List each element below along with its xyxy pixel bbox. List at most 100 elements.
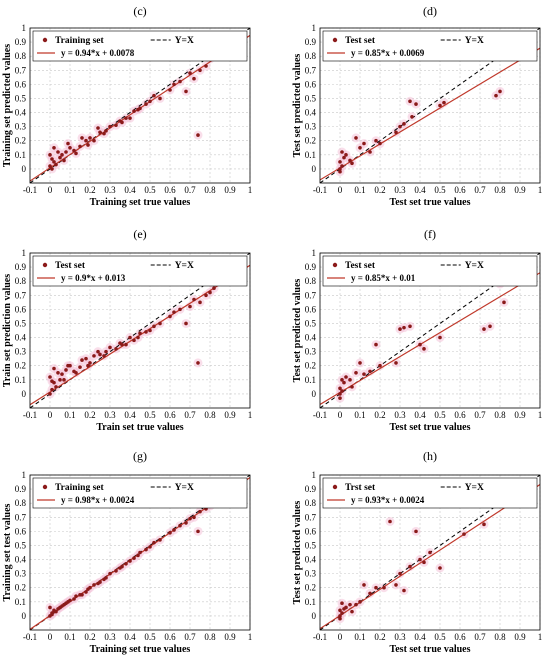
x-tick-label: 0 [48, 632, 53, 642]
y-tick-label: 0.4 [305, 108, 317, 118]
y-tick-label: 0.4 [15, 555, 27, 565]
data-point [64, 150, 68, 154]
data-point [188, 71, 192, 75]
x-tick-label: 0.5 [434, 632, 446, 642]
panel-label: (h) [423, 449, 437, 463]
y-tick-label: 0.2 [15, 361, 26, 371]
data-point [178, 523, 182, 528]
x-tick-label: 0.3 [394, 185, 406, 195]
y-tick-label: 1 [312, 470, 317, 480]
x-tick-label: 0.8 [204, 410, 216, 420]
y-tick-label: 0.2 [305, 361, 316, 371]
y-tick-label: 1 [22, 23, 27, 33]
data-point [52, 609, 56, 614]
data-point [108, 124, 112, 129]
y-tick-label: 0.9 [15, 37, 27, 47]
data-point [198, 509, 202, 514]
x-axis-label: Test set true values [389, 197, 470, 208]
data-point [60, 153, 64, 157]
chart-panel: (c) -0.1 0 0.1 0.2 0.3 0.4 0.5 0.6 0.7 0.8 0.9 1 0 0.1… [2, 4, 252, 208]
y-tick-label: 0 [312, 164, 317, 174]
data-point [418, 342, 422, 347]
x-tick-label: 0 [338, 632, 343, 642]
x-tick-label: 0.1 [64, 410, 75, 420]
data-point [120, 342, 124, 347]
x-tick-label: -0.1 [23, 410, 37, 420]
data-point [64, 368, 68, 372]
x-tick-label: 0.1 [354, 410, 365, 420]
data-point [172, 310, 176, 314]
x-axis-label: Training set true values [90, 197, 191, 208]
legend-label-fit: y = 0.85*x + 0.01 [351, 273, 416, 283]
data-point [482, 522, 486, 527]
data-point [48, 375, 52, 379]
x-tick-label: -0.1 [313, 632, 327, 642]
data-point [108, 345, 112, 350]
legend: Test set Y=X y = 0.85*x + 0.01 [322, 255, 538, 287]
x-tick-label: 0.7 [474, 632, 486, 642]
legend: Training set Y=X y = 0.98*x + 0.0024 [32, 477, 248, 509]
x-tick-label: 0 [338, 410, 343, 420]
data-point [120, 564, 124, 569]
legend-label-fit: y = 0.9*x + 0.013 [61, 273, 126, 283]
data-point [96, 581, 100, 586]
x-tick-label: 0.3 [394, 632, 406, 642]
data-point [50, 157, 54, 161]
y-tick-label: 0.6 [305, 304, 317, 314]
plot-frame [29, 252, 251, 409]
data-point [374, 138, 378, 143]
data-point [144, 330, 148, 334]
data-point [80, 358, 84, 362]
data-point [204, 293, 208, 298]
data-point [402, 122, 406, 126]
x-tick-label: -0.1 [23, 632, 37, 642]
panel-label: (g) [133, 449, 147, 463]
data-point [188, 516, 192, 521]
y-axis-label: Training set test values [2, 503, 13, 601]
data-point [482, 327, 486, 331]
data-point [394, 583, 398, 587]
data-point [394, 130, 398, 135]
data-point [408, 564, 412, 569]
data-point [350, 161, 354, 166]
x-tick-label: -0.1 [313, 410, 327, 420]
data-point [128, 116, 132, 120]
x-tick-label: 0.4 [414, 410, 426, 420]
y-tick-label: 0.4 [15, 333, 27, 343]
data-point [408, 99, 412, 104]
data-point [374, 342, 378, 347]
data-point [72, 597, 76, 601]
data-point [362, 372, 366, 376]
data-point [96, 126, 100, 130]
data-point [132, 556, 136, 560]
y-tick-label: 0 [22, 611, 27, 621]
y-tick-label: 0.6 [15, 526, 27, 536]
legend: Test set Y=X y = 0.9*x + 0.013 [32, 255, 248, 287]
legend-label-fit: y = 0.94*x + 0.0078 [61, 48, 135, 58]
x-tick-label: 0.4 [414, 632, 426, 642]
data-point [350, 385, 354, 389]
data-point [344, 605, 348, 610]
y-tick-label: 0.6 [15, 304, 27, 314]
y-tick-label: 0.5 [305, 540, 317, 550]
x-tick-label: 0.6 [454, 185, 466, 195]
data-point [92, 138, 96, 143]
data-point [462, 532, 466, 536]
y-tick-label: 0.2 [305, 136, 316, 146]
data-point [398, 327, 402, 331]
data-point [56, 370, 60, 375]
data-point [378, 141, 382, 146]
x-tick-label: 0.5 [434, 410, 446, 420]
data-point [172, 82, 176, 87]
data-point [114, 569, 118, 573]
data-point [338, 616, 342, 621]
data-point [48, 392, 52, 396]
x-tick-label: 0.2 [84, 185, 95, 195]
data-point [120, 120, 124, 125]
x-tick-label: 1 [248, 410, 253, 420]
data-point [344, 375, 348, 379]
x-tick-label: 1 [538, 185, 543, 195]
y-tick-label: 0.5 [15, 540, 27, 550]
data-point [338, 167, 342, 171]
